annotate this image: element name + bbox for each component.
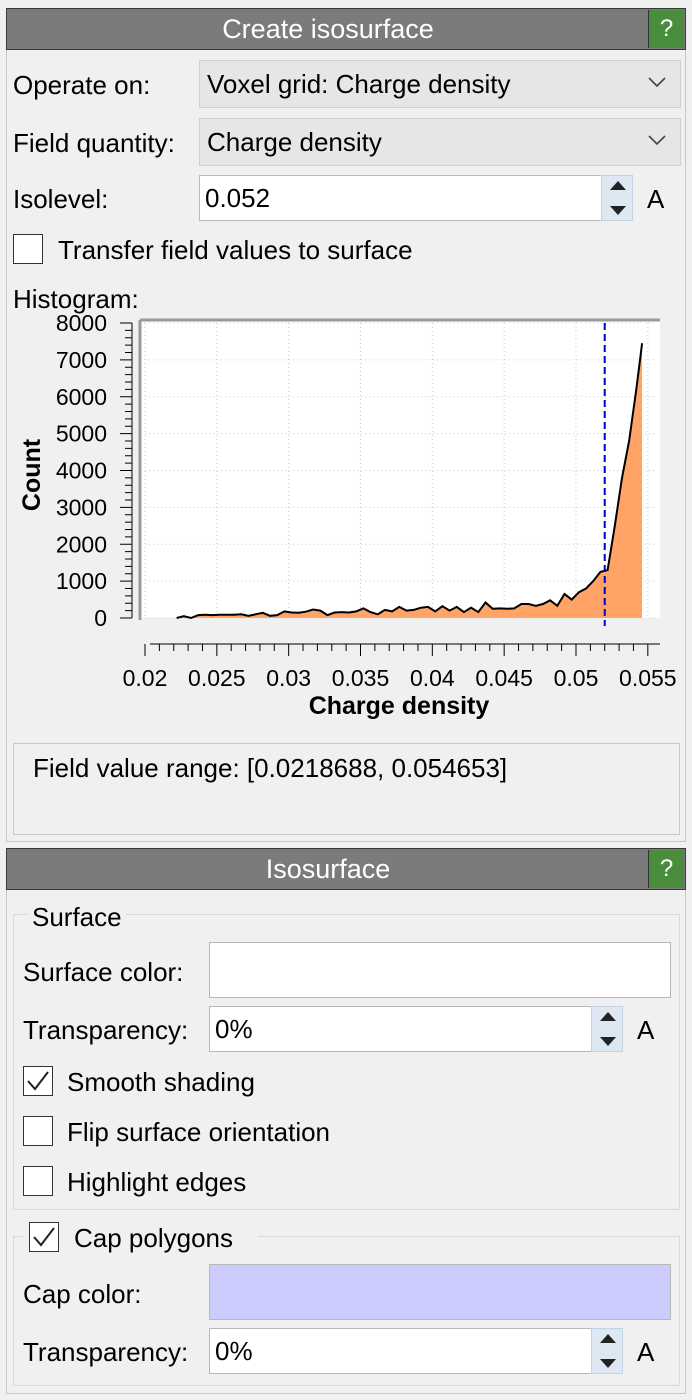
transparency-value: 0%: [215, 1014, 253, 1044]
x-tick-label: 0.035: [332, 665, 390, 691]
y-tick-label: 1000: [56, 568, 107, 594]
isolevel-input[interactable]: 0.052: [199, 175, 602, 221]
cap-color-label: Cap color:: [23, 1279, 142, 1309]
spin-down-icon[interactable]: [600, 1037, 616, 1046]
create-isosurface-header[interactable]: Create isosurface ?: [6, 8, 686, 50]
chevron-down-icon: [648, 77, 666, 88]
surface-color-picker[interactable]: [209, 942, 671, 998]
spin-down-icon[interactable]: [610, 206, 626, 215]
highlight-edges-label: Highlight edges: [67, 1167, 247, 1197]
spin-up-icon[interactable]: [610, 181, 626, 190]
cap-color-picker[interactable]: [209, 1264, 671, 1320]
smooth-shading-label: Smooth shading: [67, 1067, 255, 1097]
y-tick-label: 7000: [56, 347, 107, 373]
highlight-edges-checkbox[interactable]: [23, 1166, 53, 1196]
spin-down-icon[interactable]: [600, 1359, 616, 1368]
isolevel-label: Isolevel:: [13, 184, 109, 214]
y-axis-label: Count: [18, 438, 46, 511]
x-tick-label: 0.055: [619, 665, 677, 691]
y-tick-label: 2000: [56, 531, 107, 557]
checkmark-icon: [27, 1071, 49, 1091]
cap-transparency-label: Transparency:: [23, 1337, 189, 1367]
chart-area: [176, 323, 644, 626]
y-tick-label: 5000: [56, 421, 107, 447]
cap-transparency-animate-button[interactable]: A: [637, 1337, 655, 1367]
chevron-down-icon: [648, 135, 666, 146]
panel-title: Isosurface: [265, 854, 391, 884]
cap-polygons-group: [13, 1236, 680, 1386]
x-tick-label: 0.05: [554, 665, 599, 691]
operate-on-label: Operate on:: [13, 70, 151, 100]
x-tick-label: 0.03: [266, 665, 311, 691]
help-button[interactable]: ?: [648, 850, 684, 888]
y-tick-label: 0: [94, 605, 107, 631]
checkmark-icon: [33, 1227, 55, 1247]
isolevel-animate-button[interactable]: A: [647, 184, 665, 214]
x-tick-label: 0.045: [475, 665, 533, 691]
chart-axes: 0 1000 2000 3000 4000 5000 6000 7000 8000 0.02 0.0…: [56, 310, 677, 691]
operate-on-dropdown[interactable]: Voxel grid: Charge density: [199, 60, 681, 108]
y-tick-label: 8000: [56, 310, 107, 336]
x-tick-label: 0.04: [410, 665, 455, 691]
transparency-label: Transparency:: [23, 1015, 189, 1045]
x-tick-label: 0.025: [188, 665, 246, 691]
field-quantity-value: Charge density: [207, 127, 382, 157]
flip-orientation-checkbox[interactable]: [23, 1116, 53, 1146]
cap-transparency-value: 0%: [215, 1336, 253, 1366]
histogram-label: Histogram:: [13, 284, 139, 314]
transfer-field-values-checkbox[interactable]: [13, 234, 43, 264]
transparency-animate-button[interactable]: A: [637, 1015, 655, 1045]
surface-group: [13, 914, 680, 1210]
surface-group-title: Surface: [28, 902, 126, 933]
x-tick-label: 0.02: [123, 665, 168, 691]
transparency-spinner[interactable]: [591, 1006, 623, 1052]
cap-transparency-spinner[interactable]: [591, 1328, 623, 1374]
spin-up-icon[interactable]: [600, 1012, 616, 1021]
isosurface-header[interactable]: Isosurface ?: [6, 848, 686, 890]
surface-color-label: Surface color:: [23, 957, 184, 987]
cap-polygons-group-header: Cap polygons: [25, 1222, 258, 1256]
field-range-text: Field value range: [0.0218688, 0.054653]: [33, 753, 508, 783]
y-tick-label: 4000: [56, 458, 107, 484]
cap-polygons-label: Cap polygons: [74, 1223, 233, 1253]
cap-polygons-checkbox[interactable]: [29, 1222, 59, 1252]
plot-background: [140, 320, 660, 618]
flip-orientation-label: Flip surface orientation: [67, 1117, 331, 1147]
field-quantity-label: Field quantity:: [13, 128, 175, 158]
cap-transparency-input[interactable]: 0%: [209, 1328, 592, 1374]
transfer-field-values-label: Transfer field values to surface: [58, 235, 413, 265]
histogram-line: [176, 343, 644, 620]
y-tick-label: 3000: [56, 494, 107, 520]
field-quantity-dropdown[interactable]: Charge density: [199, 118, 681, 166]
help-button[interactable]: ?: [648, 10, 684, 48]
isolevel-value: 0.052: [205, 183, 271, 213]
operate-on-value: Voxel grid: Charge density: [207, 69, 511, 99]
y-tick-label: 6000: [56, 384, 107, 410]
histogram-chart: 0 1000 2000 3000 4000 5000 6000 7000 8000 0.02 0.0…: [18, 310, 677, 720]
chart-grid: [138, 318, 660, 620]
panel-title: Create isosurface: [222, 14, 434, 44]
field-range-box: Field value range: [0.0218688, 0.054653]: [13, 743, 680, 835]
transparency-input[interactable]: 0%: [209, 1006, 592, 1052]
histogram-area: [176, 343, 643, 618]
spin-up-icon[interactable]: [600, 1334, 616, 1343]
smooth-shading-checkbox[interactable]: [23, 1066, 53, 1096]
x-axis-label: Charge density: [309, 692, 490, 720]
isolevel-spinner[interactable]: [601, 175, 633, 221]
